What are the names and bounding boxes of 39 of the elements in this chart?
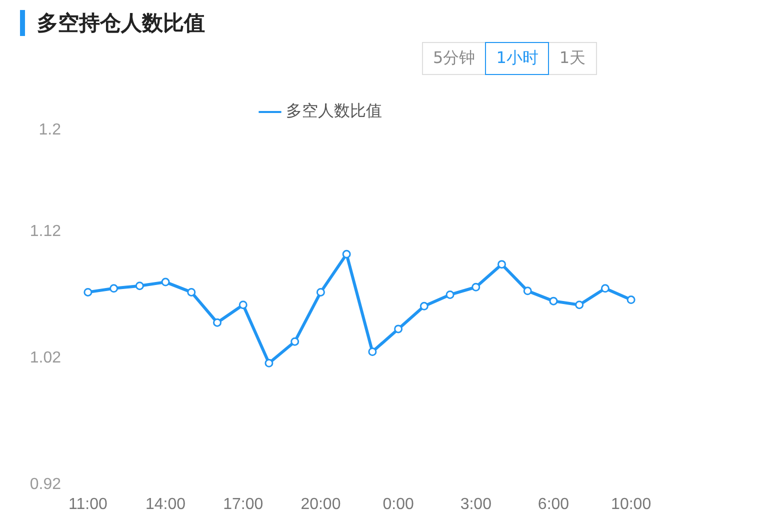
point (110, 284, 118, 293)
point (290, 337, 300, 346)
point (161, 278, 170, 286)
point (213, 318, 222, 327)
point (394, 324, 403, 334)
point (238, 300, 248, 310)
chart-title: 多空持仓人数比值 (20, 10, 205, 36)
point (316, 288, 325, 296)
x-tick-label: 17:00 (223, 496, 264, 513)
x-tick-label: 10:00 (611, 496, 652, 513)
x-tick-label: 3:00 (460, 496, 492, 513)
point (135, 282, 144, 290)
point (84, 288, 92, 296)
point (600, 284, 610, 293)
x-tick-label: 14:00 (146, 496, 186, 513)
y-tick-label: 1.2 (38, 121, 62, 138)
point (368, 348, 377, 356)
point (342, 250, 351, 258)
y-tick-label: 1.02 (30, 349, 62, 366)
point (472, 282, 480, 292)
point (446, 290, 454, 299)
point (549, 296, 558, 306)
x-tick-label: 11:00 (68, 496, 108, 513)
point (264, 358, 274, 368)
point (187, 288, 196, 296)
x-tick-label: 20:00 (300, 496, 341, 513)
point (420, 302, 428, 310)
text: 1天 (548, 42, 597, 75)
point (498, 260, 506, 269)
point (575, 300, 584, 310)
point (523, 286, 532, 296)
point (626, 296, 636, 304)
text: 5分钟 (422, 42, 486, 75)
x-tick-label: 0:00 (382, 496, 414, 513)
text: 1小时 (485, 42, 550, 75)
x-tick-label: 6:00 (538, 496, 570, 513)
y-tick-label: 0.92 (30, 476, 62, 494)
legend-label: 多空人数比值 (286, 101, 382, 120)
y-tick-label: 1.12 (30, 222, 62, 240)
